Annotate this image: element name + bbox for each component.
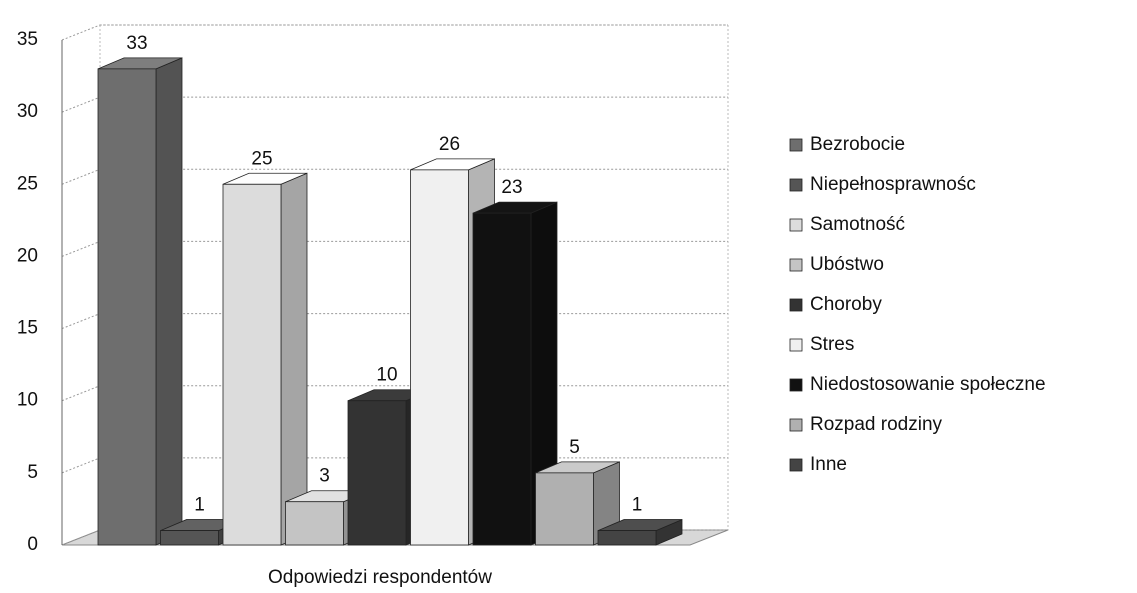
bar [222, 172, 308, 546]
legend-label: Rozpad rodziny [810, 414, 943, 435]
legend-swatch [789, 218, 803, 232]
y-tick-label: 20 [17, 245, 38, 266]
legend-label: Niedostosowanie społeczne [810, 374, 1046, 395]
data-label: 26 [439, 134, 460, 155]
data-label: 25 [251, 148, 272, 169]
bar-front [347, 400, 407, 546]
legend-label: Samotność [810, 214, 905, 235]
legend-swatch [789, 378, 803, 392]
y-tick-label: 35 [17, 29, 38, 50]
data-label: 1 [632, 495, 643, 516]
bar-front [410, 169, 469, 546]
bar-front [160, 530, 219, 546]
y-tick-label: 25 [17, 173, 38, 194]
legend-swatch [789, 338, 803, 352]
y-tick-label: 15 [17, 318, 38, 339]
y-tick-label: 30 [17, 101, 38, 122]
data-label: 5 [569, 437, 580, 458]
legend-label: Inne [810, 454, 847, 475]
legend-label: Ubóstwo [810, 254, 884, 275]
data-label: 10 [376, 365, 397, 386]
bar-front [222, 183, 282, 546]
bar-front [97, 68, 157, 546]
data-label: 33 [126, 33, 147, 54]
data-label: 1 [194, 495, 205, 516]
legend-label: Niepełnosprawnośc [810, 174, 976, 195]
legend-swatch [789, 298, 803, 312]
data-label: 3 [319, 466, 330, 487]
x-axis-category: Odpowiedzi respondentów [268, 567, 492, 588]
bar-side [155, 57, 183, 546]
y-tick-label: 10 [17, 390, 38, 411]
bar [597, 518, 683, 546]
y-tick-label: 5 [27, 462, 38, 483]
legend-swatch [789, 258, 803, 272]
data-label: 23 [501, 177, 522, 198]
legend-swatch [789, 178, 803, 192]
bar-side [280, 172, 308, 546]
bar [472, 201, 558, 546]
legend-swatch [789, 418, 803, 432]
legend-label: Bezrobocie [810, 134, 905, 155]
legend-swatch [789, 138, 803, 152]
legend-swatch [789, 458, 803, 472]
bar-front [535, 472, 594, 546]
legend-label: Choroby [810, 294, 882, 315]
bar [97, 57, 183, 546]
bar-front [285, 501, 344, 546]
bar-front [597, 530, 657, 546]
y-tick-label: 0 [27, 534, 38, 555]
bar-front [472, 212, 532, 546]
legend-label: Stres [810, 334, 854, 355]
grid-line [61, 24, 728, 41]
